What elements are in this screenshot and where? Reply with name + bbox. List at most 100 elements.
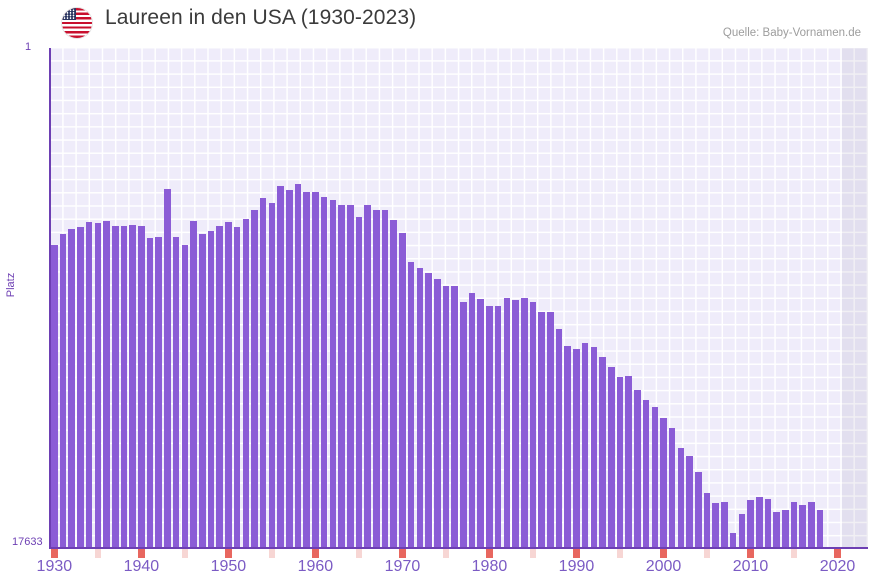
x-axis-tick-label: 1970 (384, 558, 421, 575)
x-axis-tick-label: 2020 (819, 558, 856, 575)
bar (190, 220, 197, 548)
bar (338, 205, 345, 548)
x-axis-tick-label: 1990 (558, 558, 595, 575)
bar (703, 493, 711, 548)
bar (581, 342, 589, 548)
bar (468, 293, 476, 548)
bar (172, 236, 180, 548)
bar (129, 225, 136, 548)
bar (138, 226, 145, 548)
x-axis-line (49, 547, 868, 549)
bar (442, 286, 450, 548)
x-axis-tick-label: 1950 (210, 558, 247, 575)
y-axis-line (49, 48, 51, 549)
x-tick-major (660, 549, 667, 558)
source-attribution: Quelle: Baby-Vornamen.de (722, 27, 861, 39)
bar (433, 279, 441, 548)
bar (68, 228, 76, 548)
flag-canton (62, 8, 76, 20)
bar (242, 218, 250, 548)
bar (738, 514, 746, 548)
x-axis-tick-label: 1980 (471, 558, 508, 575)
x-tick-major (312, 549, 319, 558)
x-tick-minor (703, 549, 711, 558)
bar (59, 233, 67, 548)
bar (207, 230, 215, 548)
bar (477, 298, 485, 548)
bar (660, 418, 667, 548)
x-tick-major (486, 549, 493, 558)
bar (181, 245, 189, 548)
bar (399, 233, 406, 548)
bar (286, 189, 293, 548)
bar (259, 198, 267, 548)
x-tick-major (834, 549, 841, 558)
bar (529, 301, 537, 548)
x-tick-major (399, 549, 406, 558)
bar (155, 236, 163, 548)
x-tick-major (138, 549, 145, 558)
bar (538, 311, 545, 548)
x-tick-minor (790, 549, 798, 558)
bars-layer (50, 48, 868, 548)
bar (277, 186, 284, 548)
bar (721, 501, 728, 548)
bar (407, 262, 415, 548)
bar (764, 498, 772, 548)
x-axis-tick-label: 1930 (36, 558, 73, 575)
bar (94, 223, 102, 548)
bar (146, 237, 154, 548)
x-tick-minor (616, 549, 624, 558)
bar (460, 301, 467, 548)
bar (111, 226, 119, 548)
bar (599, 357, 606, 548)
y-axis-top-label: 1 (25, 41, 32, 53)
y-axis-bottom-label: 17633 (12, 536, 43, 548)
bar (799, 504, 807, 548)
y-axis-title: Platz (5, 272, 17, 298)
bar (590, 347, 598, 548)
bar (634, 389, 641, 548)
bar (494, 306, 502, 548)
x-axis-ticks (50, 549, 868, 558)
bar (294, 184, 302, 548)
x-tick-minor (94, 549, 102, 558)
bar (573, 348, 580, 548)
bar (755, 497, 763, 548)
bar (686, 456, 693, 548)
bar (564, 345, 572, 548)
bar (373, 209, 380, 548)
x-axis-tick-label: 1960 (297, 558, 334, 575)
usa-flag-icon (62, 8, 92, 38)
bar (773, 511, 780, 548)
bar (268, 202, 276, 548)
x-axis-tick-label: 1940 (123, 558, 160, 575)
x-tick-minor (442, 549, 450, 558)
bar (782, 510, 789, 548)
bar (816, 510, 824, 548)
bar (329, 199, 337, 548)
x-tick-minor (529, 549, 537, 558)
bar (77, 227, 84, 548)
bar (312, 192, 319, 548)
bar (625, 375, 632, 548)
bar (51, 245, 58, 548)
bar (520, 297, 528, 548)
bar (390, 220, 398, 548)
bar (381, 209, 389, 548)
bar (120, 226, 128, 548)
x-tick-major (225, 549, 232, 558)
bar (451, 286, 458, 548)
bar (695, 471, 702, 548)
bar (416, 267, 424, 548)
bar (486, 306, 493, 548)
bar (747, 500, 754, 548)
x-tick-major (51, 549, 58, 558)
x-tick-minor (181, 549, 189, 558)
bar (216, 226, 223, 548)
plot-area (50, 48, 868, 548)
bar (712, 503, 719, 548)
bar (607, 367, 615, 548)
x-axis-tick-label: 2010 (732, 558, 769, 575)
